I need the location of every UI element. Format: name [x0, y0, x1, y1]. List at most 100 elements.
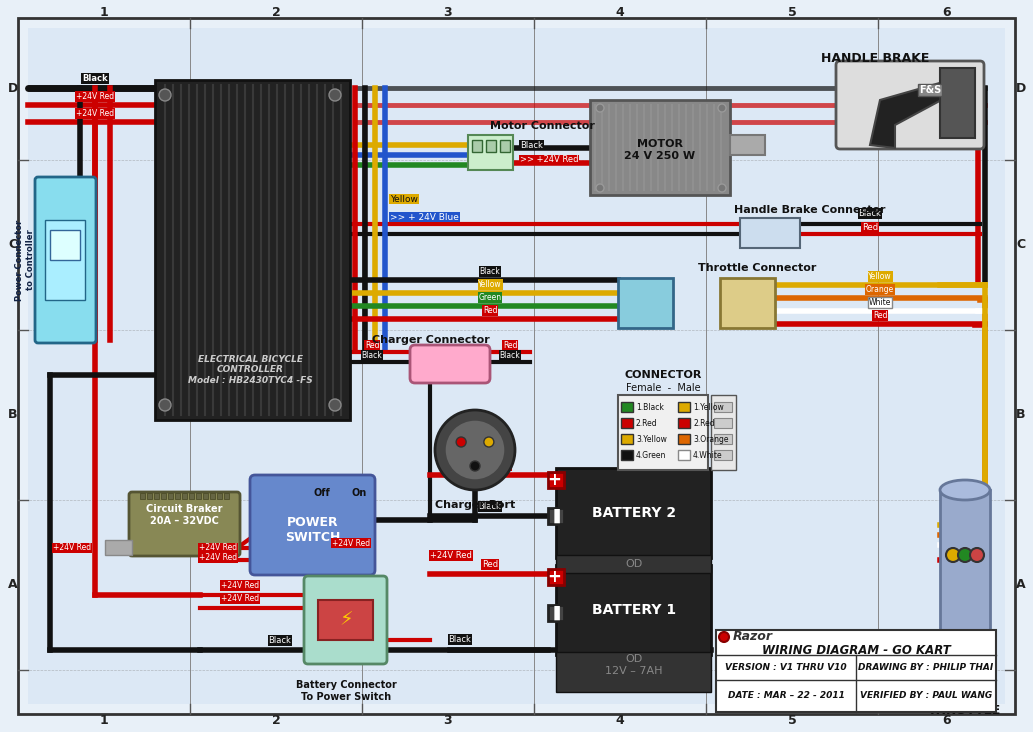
Text: Orange: Orange — [866, 285, 895, 294]
Text: Yellow: Yellow — [868, 272, 891, 281]
Circle shape — [445, 420, 505, 480]
Bar — [175, 493, 180, 499]
Bar — [621, 450, 633, 460]
Text: MOTOR
24 V 250 W: MOTOR 24 V 250 W — [624, 139, 695, 161]
Bar — [155, 80, 350, 420]
Text: Black: Black — [520, 141, 543, 149]
Text: BATTERY 1: BATTERY 1 — [592, 603, 676, 617]
Text: +24V Red: +24V Red — [221, 581, 259, 590]
Text: Black: Black — [478, 502, 501, 511]
Bar — [678, 418, 690, 428]
Bar — [678, 434, 690, 444]
Text: On: On — [352, 488, 368, 498]
Circle shape — [470, 461, 480, 471]
Text: 2.Red: 2.Red — [693, 419, 715, 427]
Bar — [940, 490, 990, 670]
Bar — [547, 605, 564, 621]
Text: B: B — [1016, 408, 1026, 422]
Bar — [716, 630, 996, 712]
Bar — [714, 450, 732, 460]
Bar — [621, 434, 633, 444]
Text: Black: Black — [858, 209, 881, 218]
Bar — [140, 493, 145, 499]
Bar — [168, 493, 173, 499]
Bar — [105, 540, 132, 555]
Circle shape — [718, 184, 726, 192]
Text: DATE : MAR – 22 - 2011: DATE : MAR – 22 - 2011 — [727, 690, 844, 700]
Text: 3.Yellow: 3.Yellow — [636, 435, 667, 444]
Text: Power Connector
to Controller: Power Connector to Controller — [15, 220, 35, 301]
Text: Charger Connector: Charger Connector — [372, 335, 490, 345]
Text: Black: Black — [500, 351, 521, 360]
Bar — [678, 450, 690, 460]
Text: 4.White: 4.White — [693, 450, 723, 460]
Text: THROTTLE: THROTTLE — [929, 703, 1002, 717]
Text: 1.Black: 1.Black — [636, 403, 664, 411]
Text: +24V Red: +24V Red — [332, 539, 370, 548]
Bar — [189, 493, 194, 499]
Text: ⚡: ⚡ — [339, 610, 353, 630]
Text: WIRING DIAGRAM - GO KART: WIRING DIAGRAM - GO KART — [761, 643, 950, 657]
Bar — [621, 402, 633, 412]
Text: Black: Black — [269, 636, 291, 645]
Text: >> + 24V Blue: >> + 24V Blue — [390, 212, 459, 222]
Text: 3: 3 — [444, 714, 452, 728]
Bar — [500, 140, 510, 152]
Circle shape — [970, 548, 984, 562]
Text: Throttle Connector: Throttle Connector — [698, 263, 816, 273]
Text: +24V Red: +24V Red — [76, 109, 114, 118]
Text: B: B — [8, 408, 18, 422]
Bar — [556, 468, 711, 558]
Text: C: C — [8, 239, 18, 252]
Circle shape — [159, 399, 171, 411]
Bar — [486, 140, 496, 152]
Bar — [720, 278, 775, 328]
Text: Black: Black — [83, 74, 107, 83]
Text: 1.Yellow: 1.Yellow — [693, 403, 724, 411]
Bar — [714, 402, 732, 412]
Circle shape — [435, 410, 515, 490]
FancyBboxPatch shape — [410, 345, 490, 383]
Text: 2: 2 — [272, 7, 280, 20]
Text: D: D — [8, 83, 19, 95]
Bar — [556, 565, 711, 655]
Text: D: D — [1015, 83, 1026, 95]
Text: 1: 1 — [99, 714, 108, 728]
Text: Female  -  Male: Female - Male — [626, 383, 700, 393]
Bar — [182, 493, 187, 499]
FancyBboxPatch shape — [250, 475, 375, 575]
Bar — [547, 569, 564, 585]
Text: +24V Red: +24V Red — [430, 551, 472, 560]
Text: OD: OD — [625, 559, 643, 569]
Text: 5: 5 — [787, 7, 796, 20]
Text: +24V Red: +24V Red — [199, 543, 237, 553]
Text: Red: Red — [503, 341, 518, 350]
Text: Black: Black — [362, 351, 382, 360]
Text: DRAWING BY : PHILIP THAI: DRAWING BY : PHILIP THAI — [858, 662, 994, 671]
FancyBboxPatch shape — [836, 61, 984, 149]
Text: Black: Black — [448, 635, 471, 644]
Text: Black: Black — [479, 267, 500, 276]
Text: Red: Red — [365, 341, 379, 350]
Text: F&S: F&S — [919, 85, 941, 95]
Bar — [217, 493, 222, 499]
Text: ▐: ▐ — [549, 606, 559, 620]
Text: Red: Red — [342, 568, 358, 577]
Text: Yellow: Yellow — [390, 195, 418, 203]
Bar — [714, 434, 732, 444]
Text: >> +24V Red: >> +24V Red — [520, 155, 578, 165]
Text: 4: 4 — [616, 7, 624, 20]
Text: A: A — [1016, 578, 1026, 591]
Bar — [618, 278, 674, 328]
Bar — [547, 508, 564, 524]
Bar — [621, 418, 633, 428]
Polygon shape — [870, 80, 960, 148]
Text: 1: 1 — [99, 7, 108, 20]
Bar — [468, 135, 513, 170]
Bar — [204, 493, 208, 499]
Text: Green: Green — [478, 293, 502, 302]
Ellipse shape — [940, 660, 990, 680]
Text: C: C — [1016, 239, 1026, 252]
Text: Battery Connector
To Power Switch: Battery Connector To Power Switch — [295, 680, 397, 701]
Text: 4.Green: 4.Green — [636, 450, 666, 460]
